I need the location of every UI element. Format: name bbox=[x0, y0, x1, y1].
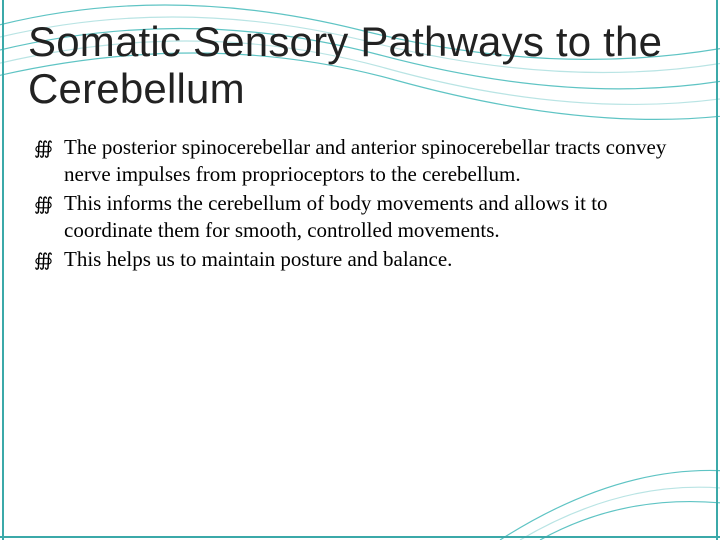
slide-border-bottom bbox=[0, 536, 720, 538]
bullet-icon: ∰ bbox=[34, 249, 53, 272]
bullet-icon: ∰ bbox=[34, 193, 53, 216]
slide-title: Somatic Sensory Pathways to the Cerebell… bbox=[28, 18, 692, 112]
list-item: ∰ The posterior spinocerebellar and ante… bbox=[34, 134, 692, 188]
list-item: ∰ This informs the cerebellum of body mo… bbox=[34, 190, 692, 244]
bullet-icon: ∰ bbox=[34, 137, 53, 160]
bullet-text: This informs the cerebellum of body move… bbox=[64, 191, 608, 242]
slide-content: Somatic Sensory Pathways to the Cerebell… bbox=[0, 0, 720, 272]
list-item: ∰ This helps us to maintain posture and … bbox=[34, 246, 692, 273]
bullet-list: ∰ The posterior spinocerebellar and ante… bbox=[28, 134, 692, 272]
bullet-text: The posterior spinocerebellar and anteri… bbox=[64, 135, 666, 186]
bullet-text: This helps us to maintain posture and ba… bbox=[64, 247, 452, 271]
